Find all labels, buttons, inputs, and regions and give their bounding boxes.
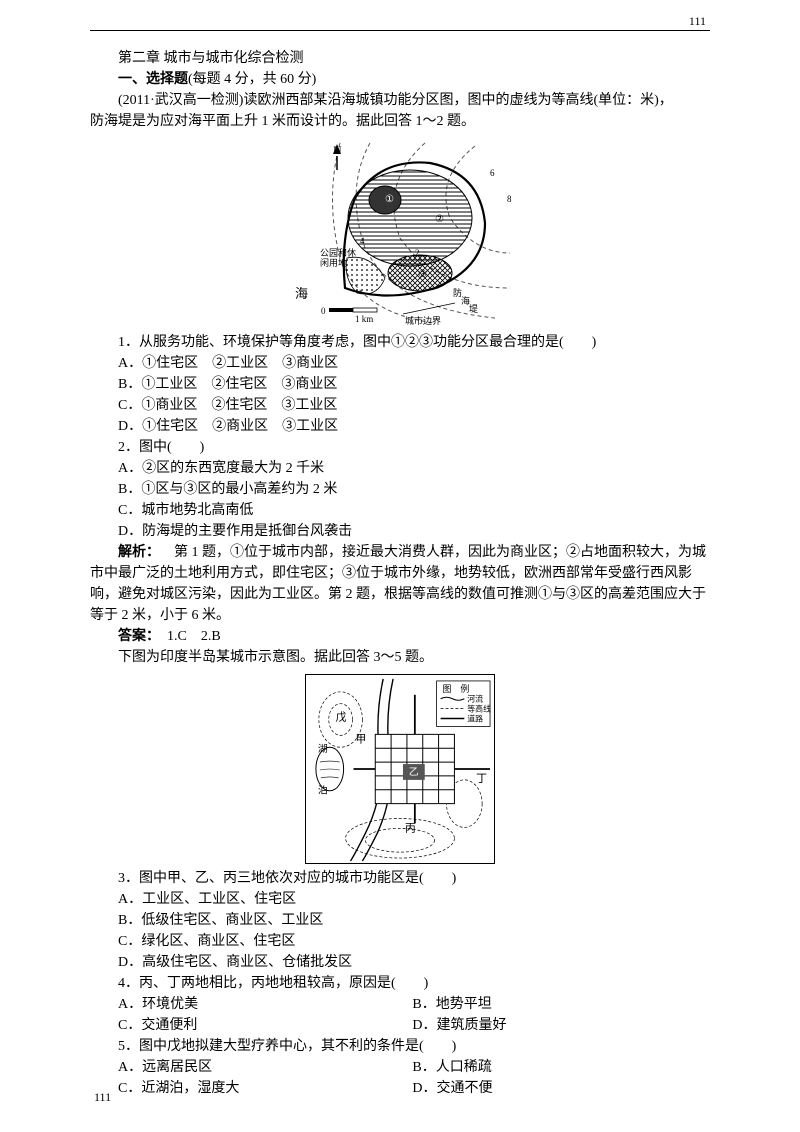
svg-text:0: 0 [321, 306, 326, 316]
svg-text:闲用地: 闲用地 [320, 257, 347, 268]
section-label: 一、选择题 [118, 72, 188, 87]
svg-text:6: 6 [490, 168, 495, 178]
q3-opt-a: A．工业区、工业区、住宅区 [90, 889, 710, 910]
analysis-body: 第 1 题，①位于城市内部，接近最大消费人群，因此为商业区；②占地面积较大，为城… [90, 545, 706, 623]
svg-text:①: ① [385, 194, 394, 205]
svg-text:③: ③ [418, 269, 427, 280]
fig1-sea-label: 海 [295, 286, 308, 301]
answer-label: 答案： [118, 629, 153, 644]
analysis-block: 解析： 第 1 题，①位于城市内部，接近最大消费人群，因此为商业区；②占地面积较… [90, 542, 710, 626]
q1-opt-a: A．①住宅区 ②工业区 ③商业区 [90, 353, 710, 374]
svg-text:甲: 甲 [355, 733, 366, 745]
svg-text:8: 8 [507, 194, 512, 204]
answer-block: 答案： 1.C 2.B [90, 626, 710, 647]
q5-opt-b: B．人口稀疏 [412, 1057, 710, 1078]
svg-text:公园和休: 公园和休 [320, 247, 356, 258]
q4-row2: C．交通便利 D．建筑质量好 [90, 1015, 710, 1036]
q5-row1: A．远离居民区 B．人口稀疏 [90, 1057, 710, 1078]
q3-opt-b: B．低级住宅区、商业区、工业区 [90, 910, 710, 931]
q2-opt-b: B．①区与③区的最小高差约为 2 米 [90, 479, 710, 500]
svg-text:乙: 乙 [409, 766, 419, 778]
q2-stem: 2．图中( ) [90, 437, 710, 458]
svg-text:丁: 丁 [476, 773, 487, 785]
svg-text:4: 4 [360, 236, 365, 246]
q1-opt-b: B．①工业区 ②住宅区 ③商业区 [90, 374, 710, 395]
q2-opt-a: A．②区的东西宽度最大为 2 千米 [90, 458, 710, 479]
intro-line-a: (2011·武汉高一检测)读欧洲西部某沿海城镇功能分区图，图中的虚线为等高线(单… [90, 90, 710, 111]
svg-text:丙: 丙 [405, 822, 416, 834]
analysis-label: 解析： [90, 542, 160, 563]
q4-opt-b: B．地势平坦 [412, 994, 710, 1015]
svg-text:道路: 道路 [467, 714, 483, 724]
q5-opt-a: A．远离居民区 [90, 1057, 412, 1078]
q4-row1: A．环境优美 B．地势平坦 [90, 994, 710, 1015]
svg-text:②: ② [435, 214, 444, 225]
q5-opt-d: D．交通不便 [412, 1078, 710, 1099]
section-heading: 一、选择题(每题 4 分，共 60 分) [90, 69, 710, 90]
section-paren: (每题 4 分，共 60 分) [188, 72, 316, 87]
answer-body: 1.C 2.B [153, 629, 221, 644]
q4-opt-d: D．建筑质量好 [412, 1015, 710, 1036]
q5-opt-c: C．近湖泊，湿度大 [90, 1078, 412, 1099]
svg-text:河流: 河流 [467, 694, 483, 704]
q2-opt-c: C．城市地势北高南低 [90, 500, 710, 521]
q4-stem: 4．丙、丁两地相比，丙地地租较高，原因是( ) [90, 973, 710, 994]
q1-opt-c: C．①商业区 ②住宅区 ③工业区 [90, 395, 710, 416]
chapter-title: 第二章 城市与城市化综合检测 [90, 48, 710, 69]
svg-text:1 km: 1 km [355, 314, 373, 324]
page-number-top: 111 [689, 12, 706, 30]
svg-text:图 例: 图 例 [443, 683, 470, 694]
q2-opt-d: D．防海堤的主要作用是抵御台风袭击 [90, 521, 710, 542]
q5-stem: 5．图中戊地拟建大型疗养中心，其不利的条件是( ) [90, 1036, 710, 1057]
svg-text:戊: 戊 [336, 711, 347, 724]
svg-text:等高线: 等高线 [467, 704, 491, 714]
q1-opt-d: D．①住宅区 ②商业区 ③工业区 [90, 416, 710, 437]
svg-text:2: 2 [415, 248, 420, 258]
q5-row2: C．近湖泊，湿度大 D．交通不便 [90, 1078, 710, 1099]
figure-1: N 海 ① ② ③ 公园和休 闲用地 防 海 堤 城市边界 0 1 km 4 2… [285, 138, 515, 328]
q3-stem: 3．图中甲、乙、丙三地依次对应的城市功能区是( ) [90, 868, 710, 889]
figure-2: 图 例 河流 等高线 道路 湖 泊 [305, 674, 495, 864]
intro-2: 下图为印度半岛某城市示意图。据此回答 3～5 题。 [90, 647, 710, 668]
intro-line-b: 防海堤是为应对海平面上升 1 米而设计的。据此回答 1～2 题。 [90, 111, 710, 132]
page-content: 第二章 城市与城市化综合检测 一、选择题(每题 4 分，共 60 分) (201… [90, 28, 710, 1099]
q3-opt-c: C．绿化区、商业区、住宅区 [90, 931, 710, 952]
page-number-bottom: 111 [94, 1088, 111, 1106]
top-rule [90, 30, 710, 31]
svg-text:泊: 泊 [318, 785, 328, 797]
fig1-boundary-label: 城市边界 [405, 315, 441, 326]
q1-stem: 1．从服务功能、环境保护等角度考虑，图中①②③功能分区最合理的是( ) [90, 332, 710, 353]
q3-opt-d: D．高级住宅区、商业区、仓储批发区 [90, 952, 710, 973]
q4-opt-c: C．交通便利 [90, 1015, 412, 1036]
q4-opt-a: A．环境优美 [90, 994, 412, 1015]
svg-text:湖: 湖 [318, 743, 328, 755]
svg-text:堤: 堤 [469, 304, 478, 314]
